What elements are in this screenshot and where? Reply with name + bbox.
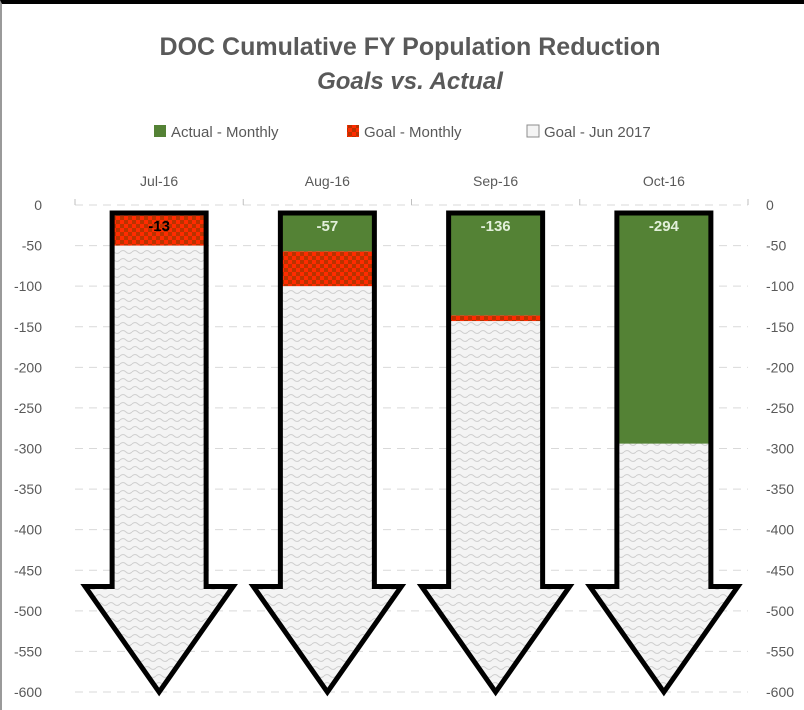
- y-tick-label-right: -550: [766, 643, 794, 659]
- y-tick-label-right: -500: [766, 603, 794, 619]
- x-tick-label: Oct-16: [643, 173, 685, 189]
- arrow-bar-oct-16: -294: [585, 210, 743, 697]
- arrow-bar-sep-16: -136: [416, 210, 575, 697]
- legend-label: Goal - Jun 2017: [544, 124, 651, 141]
- bars: -13 -57 -136 -294: [80, 210, 743, 697]
- y-tick-label-right: -250: [766, 400, 794, 416]
- y-tick-label-right: -150: [766, 319, 794, 335]
- goal-monthly-segment: [112, 215, 207, 246]
- y-tick-label-left: -400: [14, 522, 42, 538]
- y-tick-label-left: -150: [14, 319, 42, 335]
- y-tick-label-right: -200: [766, 359, 794, 375]
- legend-label: Goal - Monthly: [364, 124, 462, 141]
- legend-swatch: [526, 124, 540, 138]
- y-tick-label-left: 0: [34, 197, 42, 213]
- legend-item: Actual - Monthly: [154, 124, 279, 141]
- y-tick-label-right: -600: [766, 684, 794, 700]
- y-tick-label-left: -450: [14, 562, 42, 578]
- legend-swatch: [154, 125, 166, 137]
- actual-monthly-segment: [616, 213, 711, 444]
- y-axis-right: 0 -50 -100 -150 -200 -250 -300 -350 -400 -450 -500…: [766, 197, 794, 700]
- chart-subtitle: Goals vs. Actual: [317, 68, 504, 95]
- goal-jun-2017-segment: [85, 213, 234, 692]
- arrow-outline: [80, 210, 238, 697]
- y-tick-label-left: -600: [14, 684, 42, 700]
- x-tick-label: Jul-16: [140, 173, 178, 189]
- data-label: -294: [649, 218, 680, 235]
- legend: Actual - Monthly Goal - Monthly Goal - Jun…: [154, 124, 651, 141]
- y-tick-label-right: 0: [766, 197, 774, 213]
- y-tick-label-right: -300: [766, 441, 794, 457]
- y-tick-label-left: -350: [14, 481, 42, 497]
- actual-monthly-segment: [280, 213, 375, 252]
- y-tick-label-left: -250: [14, 400, 42, 416]
- actual-monthly-segment: [448, 213, 543, 316]
- legend-swatch: [347, 125, 359, 137]
- legend-label: Actual - Monthly: [171, 124, 279, 141]
- arrow-outline: [416, 210, 575, 697]
- x-axis: Jul-16 Aug-16 Sep-16 Oct-16: [74, 173, 749, 205]
- y-tick-label-right: -100: [766, 278, 794, 294]
- y-tick-label-right: -350: [766, 481, 794, 497]
- chart-title: DOC Cumulative FY Population Reduction: [160, 33, 661, 61]
- goal-jun-2017-segment: [253, 213, 402, 692]
- y-tick-label-left: -100: [14, 278, 42, 294]
- data-label: -136: [481, 218, 511, 235]
- y-tick-label-right: -450: [766, 562, 794, 578]
- arrow-outline: [248, 210, 407, 697]
- arrow-bar-aug-16: -57: [248, 210, 407, 697]
- goal-jun-2017-segment: [421, 213, 570, 692]
- y-tick-label-left: -300: [14, 441, 42, 457]
- y-tick-label-left: -50: [22, 238, 42, 254]
- y-tick-label-right: -400: [766, 522, 794, 538]
- y-axis-left: 0 -50 -100 -150 -200 -250 -300 -350 -400 -450 -500…: [14, 197, 42, 700]
- y-tick-label-left: -500: [14, 603, 42, 619]
- arrow-bar-jul-16: -13: [80, 210, 238, 697]
- goal-monthly-segment: [448, 315, 543, 322]
- y-tick-label-left: -200: [14, 359, 42, 375]
- x-tick-label: Sep-16: [473, 173, 518, 189]
- data-label: -13: [148, 218, 170, 235]
- y-tick-label-right: -50: [766, 238, 786, 254]
- legend-item: Goal - Monthly: [347, 124, 462, 141]
- arrow-outline: [585, 210, 743, 697]
- goal-monthly-segment: [280, 251, 375, 287]
- y-tick-label-left: -550: [14, 643, 42, 659]
- data-label: -57: [317, 218, 339, 235]
- x-tick-label: Aug-16: [305, 173, 350, 189]
- legend-item: Goal - Jun 2017: [526, 124, 651, 141]
